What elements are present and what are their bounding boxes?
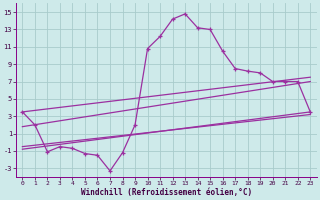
X-axis label: Windchill (Refroidissement éolien,°C): Windchill (Refroidissement éolien,°C) [81,188,252,197]
